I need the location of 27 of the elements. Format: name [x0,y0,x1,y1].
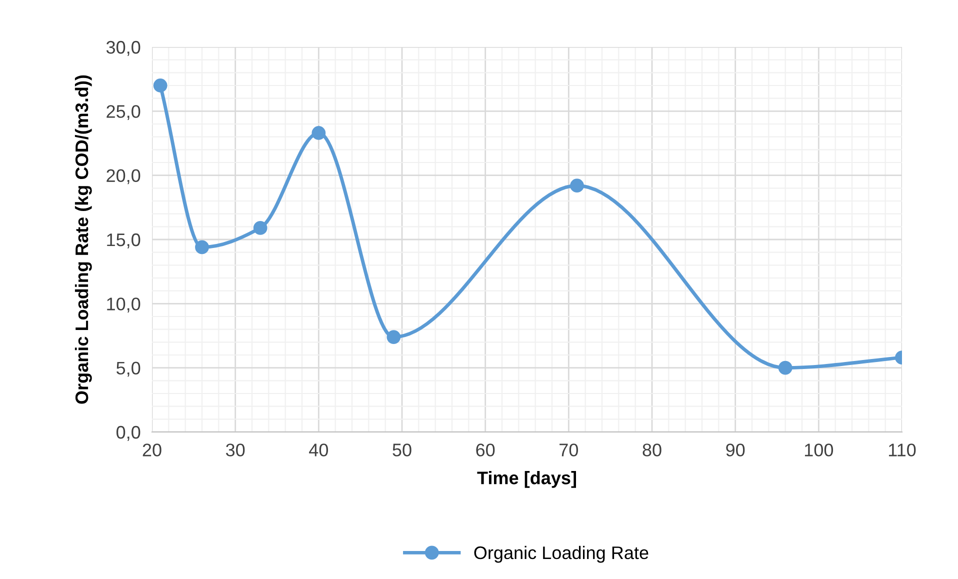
y-tick-label: 10,0 [107,298,140,313]
x-tick-label: 20 [142,444,162,456]
y-tick-label: 30,0 [106,40,140,56]
x-tick-label: 100 [804,444,834,456]
x-tick-label: 90 [726,444,745,456]
x-axis-title: Time [days] [477,471,576,488]
point [195,240,209,254]
x-tick-label: 40 [309,444,328,456]
y-tick-label: 15,0 [107,233,140,248]
y-tick-label: 5,0 [116,362,140,377]
point [153,78,168,92]
x-tick-label: 80 [642,444,662,456]
y-tick-label: 0,0 [116,426,140,441]
x-tick-label: 110 [888,444,916,456]
y-tick-label: 20,0 [106,169,140,184]
x-tick-label: 30 [226,444,245,456]
x-tick-label: 50 [392,444,412,456]
point [312,126,326,140]
x-tick-label: 70 [560,444,578,456]
y-axis-title: Organic Loading Rate (kg COD/(m3.d)) [74,75,92,404]
point [778,360,792,375]
point [386,330,401,344]
x-tick-label: 60 [476,444,495,456]
point [570,178,584,193]
y-tick-label: 25,0 [106,105,140,120]
point [253,221,268,235]
legend-label: Organic Loading Rate [474,546,648,563]
